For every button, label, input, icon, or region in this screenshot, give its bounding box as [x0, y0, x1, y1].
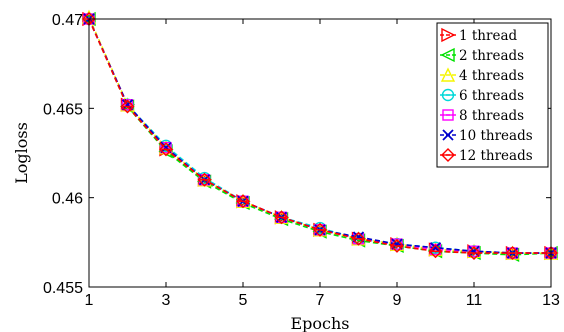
x-tick-label: 11 [466, 292, 483, 309]
data-point-s7-x7-diamond [313, 222, 327, 237]
y-tick-label: 0.46 [52, 191, 83, 208]
data-point-s6-x8 [352, 231, 365, 243]
x-tick-label: 7 [316, 292, 325, 309]
legend-item-7: 12 threads [440, 148, 533, 164]
data-point-s6-x9 [391, 238, 403, 250]
legend-label: 10 threads [459, 128, 533, 144]
x-axis-label: Epochs [290, 314, 349, 332]
data-point-s7-x8-diamond [351, 231, 366, 246]
y-tick-label: 0.47 [52, 12, 83, 29]
data-point-s7-x6-diamond [274, 210, 289, 225]
legend-marker [440, 47, 455, 63]
x-tick-label: 1 [85, 292, 94, 309]
data-point-s7-x4-diamond [197, 172, 212, 187]
x-tick-label: 13 [542, 292, 560, 309]
data-point-s7-x11 [467, 246, 481, 261]
data-point-s7-x3 [159, 142, 173, 157]
data-point-s7-x9 [390, 238, 404, 253]
legend-marker [441, 88, 455, 102]
series-7 [82, 12, 558, 261]
legend-item-5: 8 threads [440, 108, 524, 124]
legend-label: 2 threads [459, 48, 524, 64]
data-point-s7-x11-diamond [467, 246, 481, 261]
legend-marker [442, 129, 454, 141]
legend-item-3: 4 threads [440, 67, 524, 84]
legend: 1 thread 2 threads 4 threads 6 threads 8 thr… [436, 22, 549, 168]
x-tick-label: 3 [162, 292, 171, 309]
data-point-s7-x7 [313, 222, 327, 237]
legend-marker-circle [441, 88, 455, 102]
data-point-s7-x2 [120, 99, 135, 114]
legend-label: 4 threads [459, 68, 524, 84]
legend-marker [441, 27, 456, 43]
legend-marker-diamond [441, 148, 455, 162]
data-point-s7-x4 [197, 172, 212, 187]
data-point-s6-x3 [160, 142, 172, 154]
data-point-s7-x5-diamond [236, 194, 250, 209]
legend-marker [441, 148, 455, 162]
data-point-s7-x12-diamond [505, 246, 520, 261]
x-tick-label: 5 [239, 292, 248, 309]
x-tick-label: 9 [393, 292, 402, 309]
y-tick-label: 0.465 [43, 101, 83, 118]
data-point-s7-x8 [351, 231, 366, 246]
legend-marker [442, 109, 454, 121]
legend-marker [440, 67, 456, 82]
data-point-s6-x2 [121, 99, 134, 111]
legend-item-2: 2 threads [440, 47, 524, 64]
y-axis-label: Logloss [12, 122, 31, 184]
legend-item-6: 10 threads [440, 128, 533, 144]
data-point-s7-x12 [505, 246, 520, 261]
data-point-s7-x9-diamond [390, 238, 404, 253]
data-point-s7-x5 [236, 194, 250, 209]
y-tick-label: 0.455 [43, 280, 83, 297]
legend-item-1: 1 thread [440, 27, 517, 44]
series-layer [81, 9, 559, 262]
legend-label: 12 threads [459, 148, 533, 164]
legend-label: 8 threads [459, 108, 524, 124]
legend-label: 1 thread [459, 28, 517, 44]
data-point-s6-x11 [468, 245, 480, 257]
legend-item-4: 6 threads [440, 88, 524, 104]
data-point-s7-x10-diamond [428, 244, 443, 259]
data-point-s7-x2-diamond [120, 99, 135, 114]
legend-label: 6 threads [459, 88, 524, 104]
data-point-s7-x6 [274, 210, 289, 225]
data-point-s7-x3-diamond [159, 142, 173, 157]
data-point-s7-x10 [428, 244, 443, 259]
